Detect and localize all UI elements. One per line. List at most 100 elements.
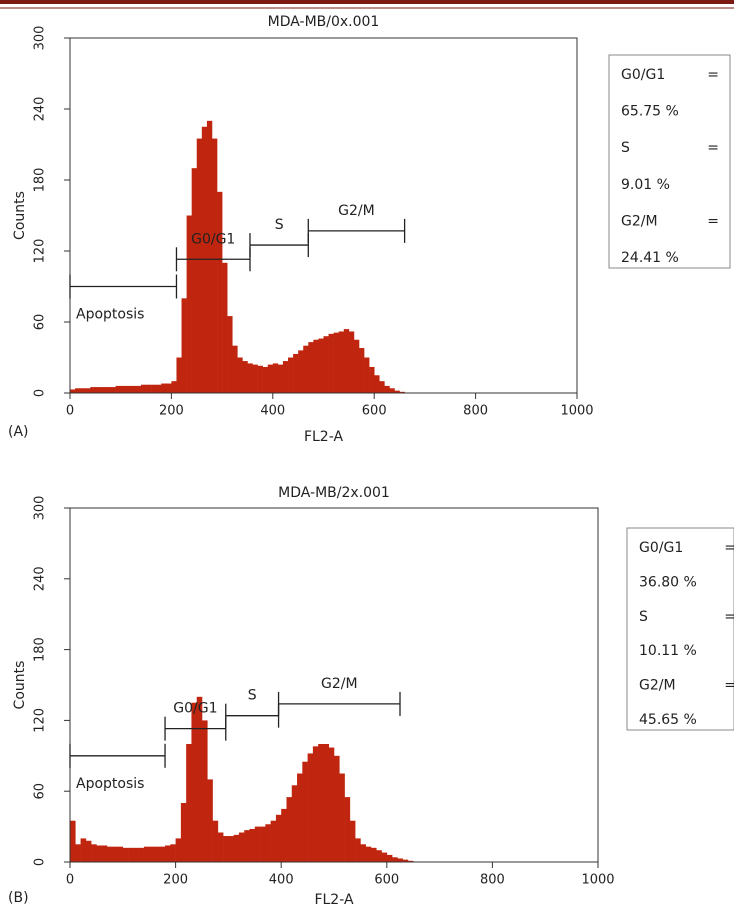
histogram-bar xyxy=(85,388,91,393)
stats-name: G0/G1 xyxy=(621,67,665,83)
gate-label: G0/G1 xyxy=(173,701,217,717)
histogram-bar xyxy=(386,854,393,862)
y-tick-label: 240 xyxy=(33,566,48,591)
histogram-bar xyxy=(95,387,101,393)
stats-name: G2/M xyxy=(621,213,658,229)
y-tick-label: 240 xyxy=(33,97,48,122)
histogram-bar xyxy=(257,365,263,393)
histogram-bar xyxy=(252,364,258,393)
histogram-bar xyxy=(80,838,87,862)
stats-value: 65.75 % xyxy=(621,104,679,120)
histogram-bar xyxy=(328,333,334,393)
histogram-bar xyxy=(355,838,361,862)
histogram-bar xyxy=(265,824,271,862)
histogram-bar xyxy=(228,836,234,862)
y-tick-label: 120 xyxy=(33,708,48,733)
histogram-bar xyxy=(196,138,203,393)
histogram-bar xyxy=(181,298,187,393)
histogram-bar xyxy=(244,830,250,862)
histogram-bar xyxy=(232,345,238,393)
histogram-bar xyxy=(407,860,414,862)
histogram-bar xyxy=(302,761,308,862)
histogram-bar xyxy=(171,381,177,393)
histogram-bar xyxy=(242,361,248,393)
histogram-bar xyxy=(217,191,223,393)
histogram-bar xyxy=(222,262,228,393)
histogram-bar xyxy=(376,850,382,862)
histogram-bar xyxy=(313,339,319,393)
stats-box xyxy=(626,527,734,731)
histogram-bar xyxy=(328,747,335,862)
histogram-bar xyxy=(297,773,303,862)
histogram-bar xyxy=(318,744,324,862)
gate-label: S xyxy=(275,217,284,233)
histogram-bar xyxy=(374,375,380,393)
x-axis-label: FL2-A xyxy=(304,429,344,445)
histogram-bar xyxy=(402,859,409,862)
stats-value: 24.41 % xyxy=(621,250,679,266)
histogram-bar xyxy=(146,384,152,393)
histogram-bar xyxy=(394,390,400,393)
chart-title: MDA-MB/0x.001 xyxy=(268,14,380,30)
histogram-bar xyxy=(249,828,256,862)
histogram-bar xyxy=(175,838,182,862)
histogram-bar xyxy=(270,820,277,862)
panel-label: (A) xyxy=(8,424,29,440)
x-tick-label: 1000 xyxy=(581,873,614,888)
histogram-bar xyxy=(207,779,213,862)
histogram-bar xyxy=(353,339,360,393)
histogram-bar xyxy=(133,847,139,862)
histogram-bar xyxy=(186,744,192,862)
histogram-bar xyxy=(117,846,124,862)
histogram-bar xyxy=(170,844,176,862)
histogram-bar xyxy=(161,383,167,393)
stats-value: 10.11 % xyxy=(639,643,697,659)
histogram-bar xyxy=(105,387,111,393)
histogram-bar xyxy=(75,844,81,862)
chart-title: MDA-MB/2x.001 xyxy=(278,485,390,501)
histogram-bar xyxy=(370,847,377,862)
y-axis-label: Counts xyxy=(12,191,28,240)
histogram-bar xyxy=(143,846,150,862)
histogram-bar xyxy=(165,845,171,862)
top-rule xyxy=(0,0,734,4)
histogram-bar xyxy=(360,844,366,862)
y-tick-label: 180 xyxy=(33,637,48,662)
x-tick-label: 400 xyxy=(269,873,294,888)
gate-label: G0/G1 xyxy=(191,231,235,247)
histogram-bar xyxy=(96,845,102,862)
histogram-bar xyxy=(128,847,134,862)
histogram-bar xyxy=(379,381,385,393)
histogram-bar xyxy=(323,336,329,393)
stats-eq: = xyxy=(707,140,719,156)
stats-eq: = xyxy=(707,213,719,229)
histogram-bar xyxy=(176,357,182,393)
histogram-bar xyxy=(389,388,395,393)
histogram-bar xyxy=(369,366,375,393)
histogram-bar xyxy=(238,832,245,862)
histogram-bar xyxy=(262,366,269,393)
histogram-bar xyxy=(254,826,261,862)
histogram-bar xyxy=(392,857,398,862)
y-tick-label: 120 xyxy=(33,239,48,264)
histogram-bar xyxy=(267,364,274,393)
histogram-bar xyxy=(149,846,155,862)
histogram-bar xyxy=(260,826,266,862)
histogram-bar xyxy=(217,832,224,862)
x-tick-label: 200 xyxy=(163,873,188,888)
x-tick-label: 800 xyxy=(480,873,505,888)
histogram-bar xyxy=(365,846,372,862)
stats-name: G0/G1 xyxy=(639,540,683,556)
histogram-bar xyxy=(100,387,106,393)
y-tick-label: 0 xyxy=(33,389,48,397)
x-tick-label: 1000 xyxy=(560,404,593,419)
histogram-bar xyxy=(233,834,240,862)
histogram-bar xyxy=(196,696,203,862)
stats-eq: = xyxy=(724,609,734,625)
histogram-bar xyxy=(323,744,330,862)
histogram-bar xyxy=(110,387,116,393)
histogram-bar xyxy=(202,720,208,862)
histogram-bar xyxy=(85,840,92,862)
histogram-bar xyxy=(80,388,86,393)
